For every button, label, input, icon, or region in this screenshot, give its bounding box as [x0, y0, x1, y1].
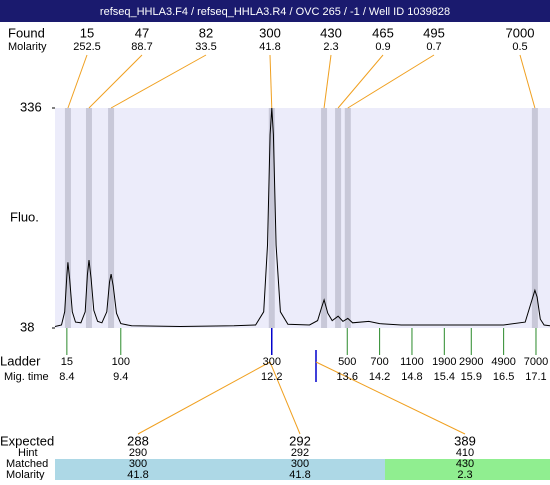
- hint-size: 292: [291, 447, 309, 459]
- found-molarity: 252.5: [73, 41, 101, 53]
- ladder-size: 500: [338, 356, 356, 368]
- hint-size: 410: [456, 447, 474, 459]
- y-axis-label: Fluo.: [10, 209, 39, 224]
- found-label: Found: [8, 25, 45, 40]
- peak-band: [268, 108, 275, 328]
- ladder-mig-time: 12.2: [261, 371, 282, 383]
- ladder-size: 15: [61, 356, 73, 368]
- mig-time-label: Mig. time: [4, 371, 49, 383]
- found-molarity: 41.8: [259, 41, 280, 53]
- peak-connector: [323, 54, 332, 109]
- found-molarity: 33.5: [195, 41, 216, 53]
- found-size: 495: [423, 25, 445, 40]
- trace: [54, 107, 550, 328]
- matched-label: Matched: [6, 458, 48, 470]
- ladder-mig-time: 9.4: [113, 371, 128, 383]
- found-size: 47: [135, 25, 149, 40]
- expected-molarity-label: Molarity: [6, 469, 45, 480]
- ladder-size: 300: [263, 356, 281, 368]
- y-tick-label: 38: [20, 319, 34, 334]
- chart-title: refseq_HHLA3.F4 / refseq_HHLA3.R4 / OVC …: [100, 6, 450, 18]
- ladder-mig-time: 14.2: [369, 371, 390, 383]
- peak-band: [64, 108, 71, 328]
- peak-connector: [347, 54, 435, 109]
- peak-band: [321, 108, 328, 328]
- peak-band: [85, 108, 92, 328]
- expected-size: 389: [454, 433, 476, 448]
- match-connector: [315, 361, 466, 435]
- ladder-mig-time: 15.4: [434, 371, 455, 383]
- found-molarity: 88.7: [131, 41, 152, 53]
- hint-size: 290: [129, 447, 147, 459]
- hint-label: Hint: [18, 447, 38, 459]
- ladder-size: 700: [370, 356, 388, 368]
- peak-band: [344, 108, 351, 328]
- ladder-size: 100: [112, 356, 130, 368]
- ladder-size: 1900: [432, 356, 456, 368]
- plot-area: [55, 108, 550, 328]
- matched-molarity: 41.8: [127, 469, 148, 480]
- found-molarity: 0.7: [426, 41, 441, 53]
- found-size: 430: [320, 25, 342, 40]
- expected-label: Expected: [0, 433, 54, 448]
- ladder-size: 2900: [459, 356, 483, 368]
- match-connector: [137, 361, 271, 435]
- matched-background: [55, 459, 385, 480]
- peak-connector: [337, 54, 384, 109]
- ladder-mig-time: 13.6: [337, 371, 358, 383]
- found-size: 300: [259, 25, 281, 40]
- molarity-label: Molarity: [8, 41, 47, 53]
- matched-size: 300: [291, 458, 309, 470]
- peak-band: [531, 108, 538, 328]
- match-connector: [269, 361, 301, 435]
- peak-connector: [269, 54, 273, 109]
- title-bar: [0, 0, 550, 22]
- ladder-size: 1100: [400, 356, 424, 368]
- matched-molarity: 41.8: [289, 469, 310, 480]
- found-size: 7000: [506, 25, 535, 40]
- peak-connector: [519, 54, 536, 109]
- found-molarity: 2.3: [323, 41, 338, 53]
- ladder-size: 4900: [491, 356, 515, 368]
- expected-size: 288: [127, 433, 149, 448]
- peak-connector: [67, 54, 88, 109]
- expected-size: 292: [289, 433, 311, 448]
- ladder-size: 7000: [524, 356, 548, 368]
- ladder-mig-time: 17.1: [525, 371, 546, 383]
- matched-size: 300: [129, 458, 147, 470]
- found-size: 465: [372, 25, 394, 40]
- matched-size: 430: [456, 458, 474, 470]
- peak-band: [335, 108, 342, 328]
- peak-connector: [110, 54, 207, 109]
- found-size: 15: [80, 25, 94, 40]
- ladder-mig-time: 14.8: [401, 371, 422, 383]
- ladder-mig-time: 8.4: [59, 371, 74, 383]
- peak-connector: [88, 54, 143, 109]
- y-tick-label: 336: [20, 99, 42, 114]
- matched-molarity: 2.3: [457, 469, 472, 480]
- found-size: 82: [199, 25, 213, 40]
- matched-background: [385, 459, 550, 480]
- ladder-mig-time: 16.5: [493, 371, 514, 383]
- peak-band: [108, 108, 115, 328]
- ladder-label: Ladder: [0, 353, 41, 368]
- ladder-mig-time: 15.9: [461, 371, 482, 383]
- found-molarity: 0.5: [512, 41, 527, 53]
- found-molarity: 0.9: [375, 41, 390, 53]
